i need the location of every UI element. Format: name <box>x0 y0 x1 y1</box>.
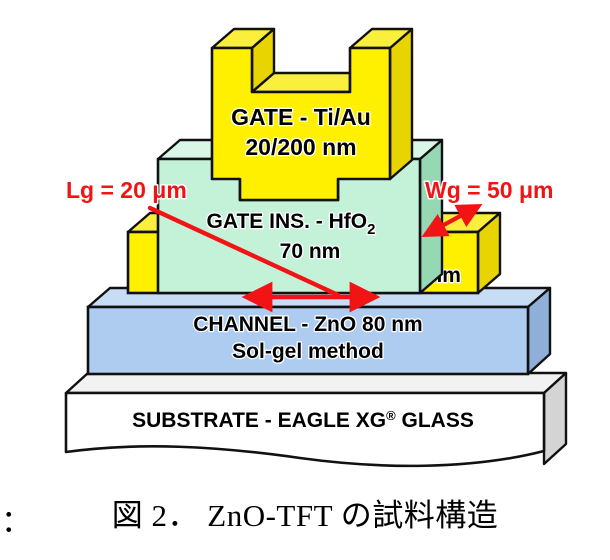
gate-insulator-side-face <box>418 138 444 295</box>
channel-front-face <box>86 305 530 376</box>
gate-length-label: Lg = 20 μm <box>66 177 187 203</box>
gate-label-line1: GATE - Ti/Au <box>231 104 371 130</box>
device-diagram: SUBSTRATE - EAGLE XG® GLASS CHANNEL - Zn… <box>64 27 568 468</box>
layer-substrate: SUBSTRATE - EAGLE XG® GLASS <box>64 371 568 468</box>
annotation-gate-length: Lg = 20 μm <box>65 176 381 313</box>
gate-right-pillar-side <box>388 27 414 181</box>
gate-width-label: Wg = 50 μm <box>425 177 553 203</box>
gate-length-leader-line <box>147 205 341 298</box>
layer-channel: CHANNEL - ZnO 80 nm Sol-gel method <box>86 286 552 376</box>
substrate-front-face <box>64 391 546 468</box>
figure-caption: 図 2． ZnO-TFT の試料構造 <box>111 498 499 533</box>
channel-label-line1: CHANNEL - ZnO 80 nm <box>193 313 422 336</box>
gate-label-line2: 20/200 nm <box>245 134 356 160</box>
gate-front-face <box>210 46 392 202</box>
annotation-gate-width: Wg = 50 μm <box>421 176 555 238</box>
gate-insulator-label-line1: GATE INS. - HfO2 <box>207 210 376 238</box>
caption-area: ： 図 2． ZnO-TFT の試料構造 <box>0 482 610 560</box>
gate-width-arrow <box>421 203 483 238</box>
edge-fragment-glyph: ： <box>1 496 15 541</box>
substrate-top-face <box>64 371 568 395</box>
gate-insulator-label-line2: 70 nm <box>280 240 341 263</box>
substrate-label: SUBSTRATE - EAGLE XG® GLASS <box>132 408 474 433</box>
layer-gate-metal: GATE - Ti/Au 20/200 nm <box>210 27 414 202</box>
layer-gate-insulator: GATE INS. - HfO2 70 nm <box>156 138 444 295</box>
channel-label-line2: Sol-gel method <box>232 340 384 363</box>
